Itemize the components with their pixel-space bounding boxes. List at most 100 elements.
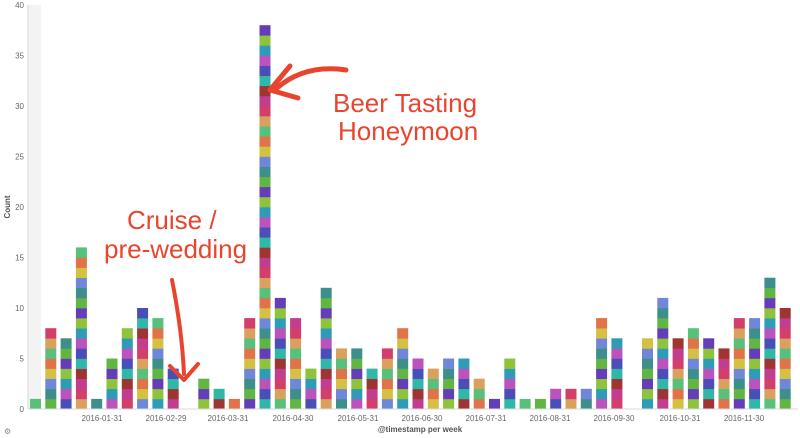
bar[interactable] [91,398,103,410]
bar-segment [320,297,332,309]
bar[interactable] [596,318,608,410]
bar[interactable] [580,388,592,410]
bar[interactable] [290,318,302,410]
bar-segment [259,25,271,36]
bar[interactable] [106,358,118,410]
bar[interactable] [75,247,87,410]
bar-segment [167,368,179,379]
bar-segment [764,287,776,299]
bar[interactable] [137,308,149,410]
bar-segment [764,318,776,329]
bar[interactable] [244,318,256,410]
bar-segment [504,368,516,379]
bar[interactable] [749,318,761,410]
bar[interactable] [305,368,317,410]
bar-segment [259,126,271,137]
bar[interactable] [167,368,179,410]
gear-icon[interactable]: ⚙ [4,427,12,436]
bar[interactable] [550,388,562,410]
bar[interactable] [381,348,393,410]
bar[interactable] [121,328,133,410]
bar-segment [213,398,225,410]
bar[interactable] [320,287,332,410]
bar[interactable] [504,358,516,410]
bar-segment [764,277,776,289]
bar[interactable] [274,297,286,410]
bar[interactable] [198,378,210,410]
bar[interactable] [30,398,41,410]
bar-segment [687,358,699,369]
x-tick-label: 2016-05-31 [338,414,379,423]
bar-segment [259,308,271,319]
bar[interactable] [687,328,699,410]
bar-segment [121,348,133,359]
bar-segment [718,368,730,379]
bar-segment [152,348,164,359]
bar-segment [259,207,271,218]
bar[interactable] [351,348,363,410]
bar-segment [412,398,424,410]
bar-segment [121,388,133,400]
bar[interactable] [703,338,715,410]
bar-segment [642,358,653,369]
bar[interactable] [259,25,271,410]
bar[interactable] [489,398,500,410]
bar[interactable] [565,388,577,410]
bar[interactable] [397,328,409,410]
bar[interactable] [534,398,546,410]
y-tick-label: 0 [20,405,25,414]
annotation-honeymoon: Beer Tasting Honeymoon [267,63,478,146]
annotation-cruise-arrow [170,278,186,376]
bar-segment [320,388,332,400]
x-tick-label: 2016-06-30 [402,414,443,423]
bar[interactable] [611,338,623,410]
annotation-cruise-line-1: Cruise / [127,205,217,235]
bar-segment [764,338,776,349]
bar[interactable] [458,358,470,410]
bar-segment [764,308,776,319]
bar[interactable] [228,398,240,410]
bar-segment [443,358,455,369]
bar-segment [320,368,332,379]
bar-segment [657,398,669,410]
bar-segment [45,398,57,410]
bar[interactable] [764,277,776,410]
bar[interactable] [60,338,72,410]
bar-segment [75,388,87,400]
bar-segment [259,318,271,329]
bar[interactable] [412,358,424,410]
bar[interactable] [366,368,378,410]
bar-segment [259,297,271,309]
bar-segment [75,297,87,309]
bar[interactable] [45,328,57,410]
x-tick-label: 2016-02-29 [146,414,187,423]
bar[interactable] [213,388,225,410]
bar-segment [565,388,577,400]
bar-segment [259,75,271,87]
bar-segment [259,85,271,97]
bar-segment [733,348,745,359]
bar[interactable] [779,308,791,410]
bar-segment [412,358,424,369]
bar-segment [443,388,455,400]
bar-segment [274,388,286,400]
bar[interactable] [672,338,684,410]
bar[interactable] [642,338,653,410]
bar-segment [106,368,118,379]
bar[interactable] [657,297,669,410]
bar-segment [458,368,470,379]
bar[interactable] [718,348,730,410]
bar[interactable] [443,358,455,410]
bar-segment [259,237,271,248]
bar[interactable] [519,398,531,410]
bar[interactable] [427,368,439,410]
y-tick-label: 15 [15,254,24,263]
bar[interactable] [152,318,164,410]
bar-segment [580,398,592,410]
bar-segment [290,358,302,369]
bar[interactable] [473,378,485,410]
bar-segment [642,338,653,349]
bar-segment [259,227,271,238]
bar[interactable] [336,348,347,410]
bar[interactable] [733,318,745,410]
